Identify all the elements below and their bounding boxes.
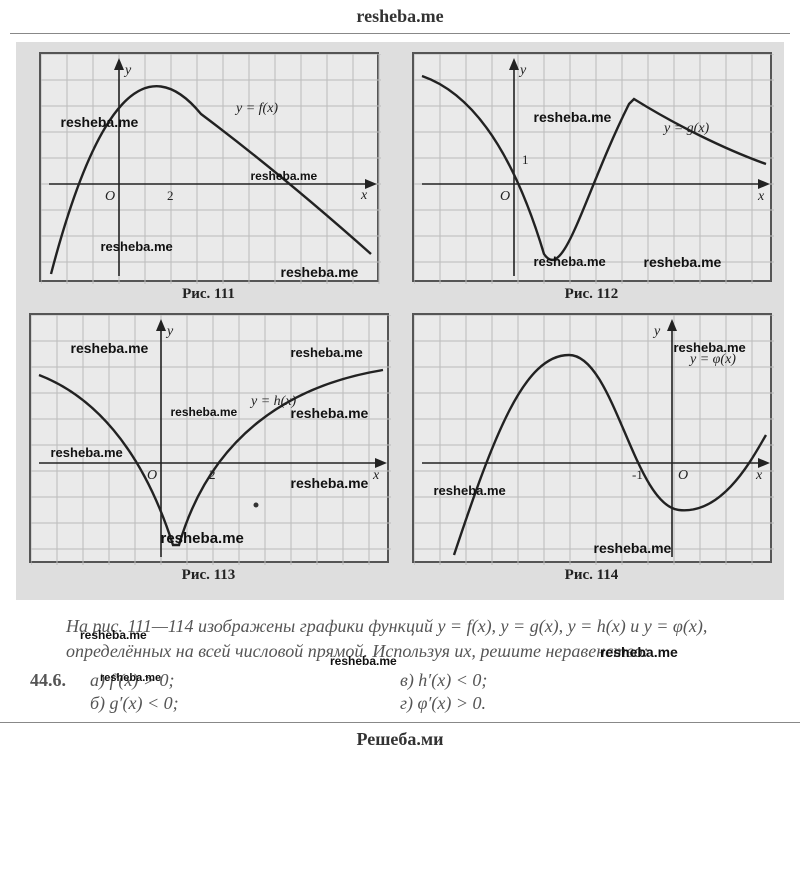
fig-112: y x O 1 y = g(x) resheba.me resheba.me r… bbox=[407, 52, 776, 313]
flabel-111: y = f(x) bbox=[234, 101, 278, 116]
task-number: 44.6. bbox=[30, 670, 90, 691]
svg-113: y x O 2 y = h(x) bbox=[31, 315, 391, 565]
svg-text:x: x bbox=[755, 468, 763, 483]
svg-text:O: O bbox=[678, 468, 688, 483]
caption-114: Рис. 114 bbox=[565, 567, 619, 584]
svg-text:y: y bbox=[123, 63, 132, 78]
ytick-112: 1 bbox=[522, 152, 529, 167]
svg-text:y: y bbox=[518, 63, 527, 78]
task-a: а) f′(x) > 0; bbox=[90, 670, 400, 691]
plot-111: y x O 2 y = f(x) resheba.me resheba.me r… bbox=[39, 52, 379, 282]
task-b: б) g′(x) < 0; bbox=[90, 693, 400, 714]
divider-top bbox=[10, 33, 790, 34]
xtick-111: 2 bbox=[167, 188, 174, 203]
xtick-114: -1 bbox=[632, 467, 643, 482]
flabel-113: y = h(x) bbox=[249, 394, 297, 409]
task-c: в) h′(x) < 0; bbox=[400, 670, 750, 691]
caption-111: Рис. 111 bbox=[182, 286, 235, 303]
plot-114: y x O -1 y = φ(x) resheba.me resheba.me … bbox=[412, 313, 772, 563]
flabel-114: y = φ(x) bbox=[688, 352, 736, 367]
svg-114: y x O -1 y = φ(x) bbox=[414, 315, 774, 565]
task-block: 44.6. а) f′(x) > 0; в) h′(x) < 0; б) g′(… bbox=[0, 670, 800, 714]
svg-text:x: x bbox=[360, 188, 368, 203]
top-title: resheba.me bbox=[0, 0, 800, 33]
plot-113: y x O 2 y = h(x) resheba.me resheba.me r… bbox=[29, 313, 389, 563]
fig-113: y x O 2 y = h(x) resheba.me resheba.me r… bbox=[24, 313, 393, 594]
fig-row-2: y x O 2 y = h(x) resheba.me resheba.me r… bbox=[24, 313, 776, 594]
svg-112: y x O 1 y = g(x) bbox=[414, 54, 774, 284]
figure-panel: y x O 2 y = f(x) resheba.me resheba.me r… bbox=[16, 42, 784, 600]
svg-text:O: O bbox=[147, 468, 157, 483]
plot-112: y x O 1 y = g(x) resheba.me resheba.me r… bbox=[412, 52, 772, 282]
caption-112: Рис. 112 bbox=[565, 286, 619, 303]
bottom-title: Решеба.ми bbox=[0, 722, 800, 756]
svg-text:y: y bbox=[165, 324, 174, 339]
xtick-113: 2 bbox=[209, 467, 216, 482]
svg-111: y x O 2 y = f(x) bbox=[41, 54, 381, 284]
svg-text:x: x bbox=[757, 189, 765, 204]
fig-114: y x O -1 y = φ(x) resheba.me resheba.me … bbox=[407, 313, 776, 594]
svg-text:O: O bbox=[500, 189, 510, 204]
svg-text:O: O bbox=[105, 189, 115, 204]
svg-text:y: y bbox=[652, 324, 661, 339]
fig-row-1: y x O 2 y = f(x) resheba.me resheba.me r… bbox=[24, 52, 776, 313]
task-d: г) φ′(x) > 0. bbox=[400, 693, 750, 714]
fig-111: y x O 2 y = f(x) resheba.me resheba.me r… bbox=[24, 52, 393, 313]
caption-113: Рис. 113 bbox=[182, 567, 236, 584]
svg-text:x: x bbox=[372, 468, 380, 483]
task-intro: На рис. 111—114 изображены графики функц… bbox=[66, 614, 750, 664]
flabel-112: y = g(x) bbox=[662, 121, 710, 136]
